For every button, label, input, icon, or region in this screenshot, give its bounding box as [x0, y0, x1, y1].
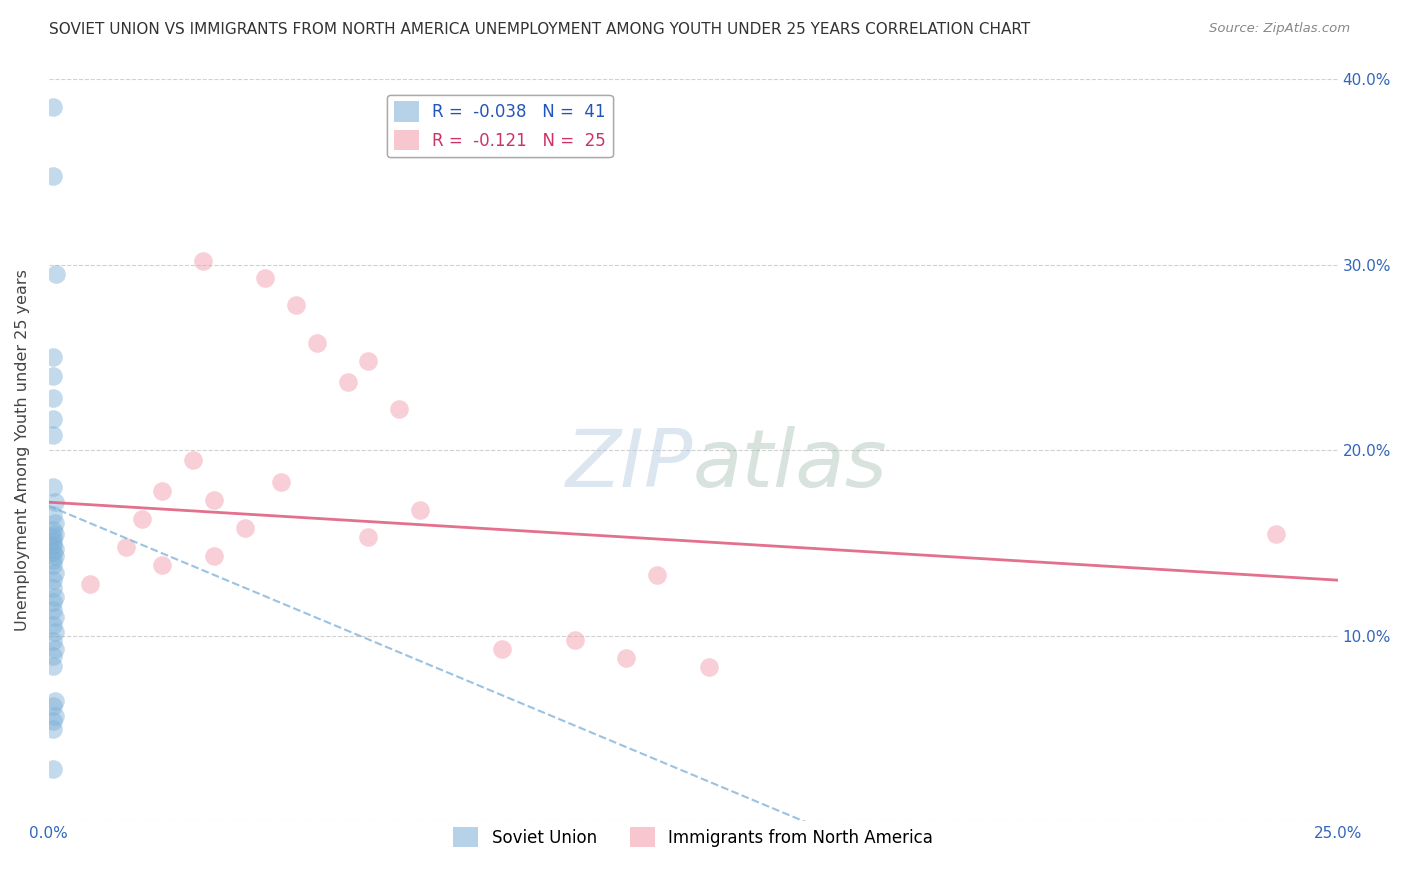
Point	[150, 558, 173, 573]
Point	[42, 545, 65, 559]
Point	[42, 100, 65, 114]
Point	[233, 521, 256, 535]
Point	[42, 553, 65, 567]
Point	[44, 641, 66, 656]
Point	[42, 714, 65, 729]
Point	[44, 495, 66, 509]
Point	[131, 512, 153, 526]
Point	[181, 452, 204, 467]
Point	[270, 475, 292, 489]
Point	[357, 531, 380, 545]
Point	[44, 708, 66, 723]
Point	[44, 610, 66, 624]
Point	[42, 351, 65, 365]
Point	[645, 567, 668, 582]
Point	[305, 335, 328, 350]
Point	[44, 694, 66, 708]
Point	[44, 590, 66, 604]
Text: SOVIET UNION VS IMMIGRANTS FROM NORTH AMERICA UNEMPLOYMENT AMONG YOUTH UNDER 25 : SOVIET UNION VS IMMIGRANTS FROM NORTH AM…	[49, 22, 1031, 37]
Point	[564, 632, 586, 647]
Y-axis label: Unemployment Among Youth under 25 years: Unemployment Among Youth under 25 years	[15, 269, 30, 632]
Point	[42, 617, 65, 632]
Point	[42, 368, 65, 383]
Point	[409, 502, 432, 516]
Point	[388, 402, 411, 417]
Point	[42, 480, 65, 494]
Point	[45, 267, 67, 281]
Text: Source: ZipAtlas.com: Source: ZipAtlas.com	[1209, 22, 1350, 36]
Point	[697, 660, 720, 674]
Point	[1264, 526, 1286, 541]
Point	[44, 516, 66, 530]
Point	[115, 540, 138, 554]
Point	[44, 549, 66, 563]
Point	[42, 169, 65, 183]
Point	[42, 649, 65, 664]
Point	[42, 722, 65, 736]
Point	[254, 270, 277, 285]
Point	[42, 558, 65, 573]
Point	[42, 658, 65, 673]
Point	[79, 577, 101, 591]
Text: ZIP: ZIP	[565, 426, 693, 504]
Point	[42, 534, 65, 549]
Point	[202, 549, 225, 563]
Point	[42, 411, 65, 425]
Legend: R =  -0.038   N =  41, R =  -0.121   N =  25: R = -0.038 N = 41, R = -0.121 N = 25	[387, 95, 613, 157]
Point	[42, 531, 65, 545]
Point	[44, 625, 66, 640]
Point	[491, 641, 513, 656]
Point	[42, 391, 65, 405]
Point	[42, 603, 65, 617]
Point	[42, 573, 65, 587]
Point	[42, 538, 65, 552]
Point	[202, 493, 225, 508]
Point	[42, 581, 65, 595]
Point	[150, 484, 173, 499]
Point	[42, 634, 65, 648]
Point	[42, 595, 65, 609]
Point	[285, 298, 308, 312]
Point	[44, 566, 66, 580]
Point	[42, 699, 65, 714]
Point	[193, 253, 215, 268]
Point	[42, 763, 65, 777]
Point	[44, 541, 66, 556]
Point	[42, 508, 65, 523]
Point	[357, 354, 380, 368]
Point	[44, 526, 66, 541]
Text: atlas: atlas	[693, 426, 889, 504]
Point	[42, 523, 65, 537]
Point	[336, 375, 359, 389]
Point	[42, 428, 65, 442]
Point	[614, 651, 637, 665]
